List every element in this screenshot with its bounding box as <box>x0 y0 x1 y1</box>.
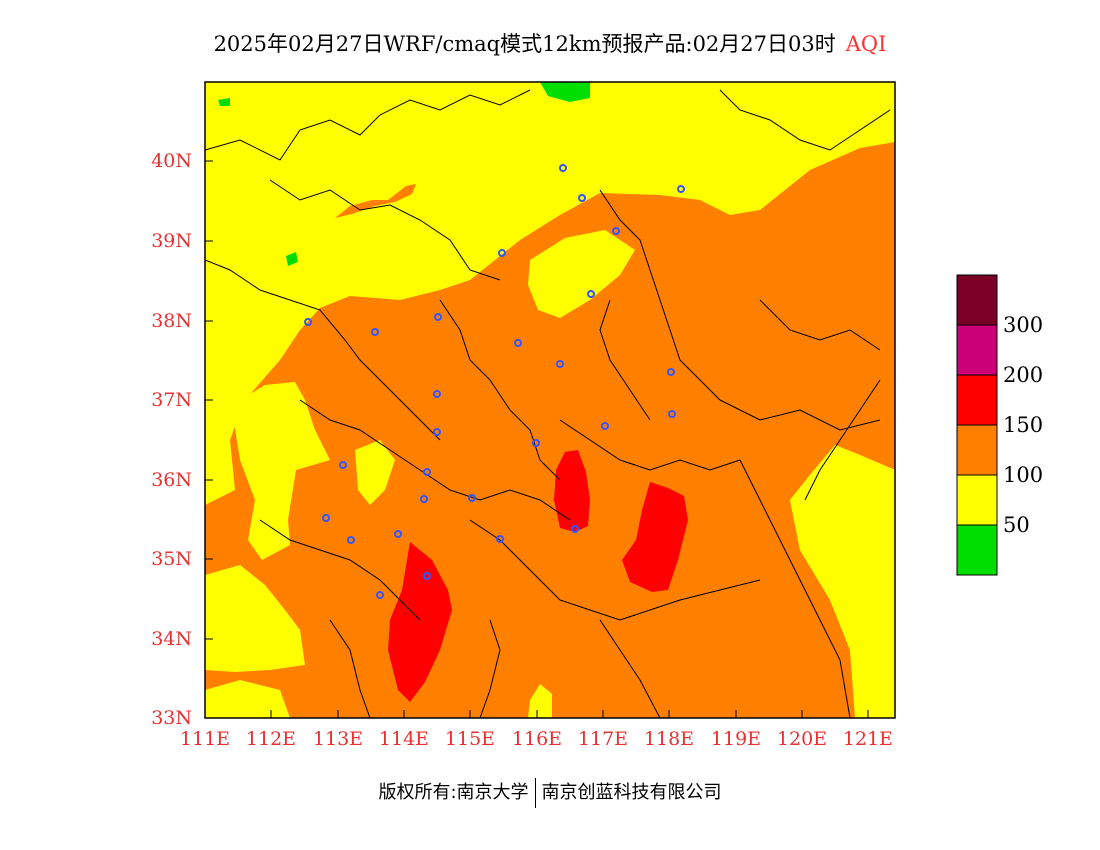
legend-swatch-0-50 <box>956 524 998 576</box>
aqi-orange-streak <box>335 184 416 218</box>
aqi-good-patch <box>540 82 590 102</box>
x-tick-label: 116E <box>511 728 563 750</box>
x-tick-label: 117E <box>577 728 629 750</box>
title-main: 2025年02月27日WRF/cmaq模式12km预报产品:02月27日03时 <box>213 32 836 56</box>
y-tick-label: 35N <box>151 548 192 570</box>
legend-swatch-50-100 <box>956 474 998 526</box>
x-axis-ticks <box>204 710 869 718</box>
x-tick-label: 112E <box>245 728 297 750</box>
y-tick-label: 40N <box>151 150 192 172</box>
legend-label: 50 <box>1003 513 1030 537</box>
x-tick-label: 119E <box>710 728 762 750</box>
aqi-moderate-coast <box>790 445 895 718</box>
copyright-credit: 版权所有:南京大学 南京创蓝科技有限公司 <box>0 778 1100 808</box>
aqi-good-patch <box>218 98 230 106</box>
x-tick-label: 118E <box>643 728 695 750</box>
x-tick-label: 114E <box>378 728 430 750</box>
y-tick-label: 33N <box>151 707 192 729</box>
x-tick-label: 111E <box>179 728 231 750</box>
aqi-moderate-hole <box>528 684 552 718</box>
y-tick-label: 34N <box>151 628 192 650</box>
x-tick-label: 120E <box>776 728 828 750</box>
map-title: 2025年02月27日WRF/cmaq模式12km预报产品:02月27日03时 A… <box>0 28 1100 58</box>
legend-label: 200 <box>1003 363 1044 387</box>
credit-left: 版权所有:南京大学 <box>378 782 529 803</box>
aqi-red-region <box>388 542 452 702</box>
legend-swatch-200-300 <box>956 324 998 376</box>
legend-swatch-100-150 <box>956 424 998 476</box>
aqi-moderate-hole <box>355 440 395 505</box>
x-tick-label: 121E <box>842 728 894 750</box>
legend-label: 100 <box>1003 463 1044 487</box>
station-markers <box>304 164 685 599</box>
y-tick-label: 39N <box>151 230 192 252</box>
y-tick-label: 36N <box>151 469 192 491</box>
legend-swatch-150-200 <box>956 374 998 426</box>
aqi-moderate-hole <box>528 230 635 318</box>
aqi-good-patch <box>286 252 298 266</box>
aqi-moderate-hole <box>205 680 290 718</box>
aqi-red-region <box>554 450 590 532</box>
map-area <box>205 82 895 718</box>
credit-right: 南京创蓝科技有限公司 <box>541 782 722 803</box>
x-tick-label: 113E <box>312 728 364 750</box>
y-tick-label: 37N <box>151 389 192 411</box>
y-axis-ticks <box>205 160 213 719</box>
aqi-red-region <box>622 482 688 592</box>
legend-swatch-300plus <box>956 274 998 326</box>
aqi-moderate-hole <box>205 380 330 560</box>
x-tick-label: 115E <box>444 728 496 750</box>
legend-colorbar <box>956 274 998 576</box>
admin-boundaries <box>205 89 891 718</box>
aqi-orange-region <box>205 142 895 718</box>
title-variable: AQI <box>845 32 887 56</box>
y-tick-label: 38N <box>151 310 192 332</box>
legend-label: 150 <box>1003 413 1044 437</box>
aqi-moderate-hole <box>205 565 305 672</box>
credit-separator <box>534 778 536 808</box>
legend-label: 300 <box>1003 313 1044 337</box>
